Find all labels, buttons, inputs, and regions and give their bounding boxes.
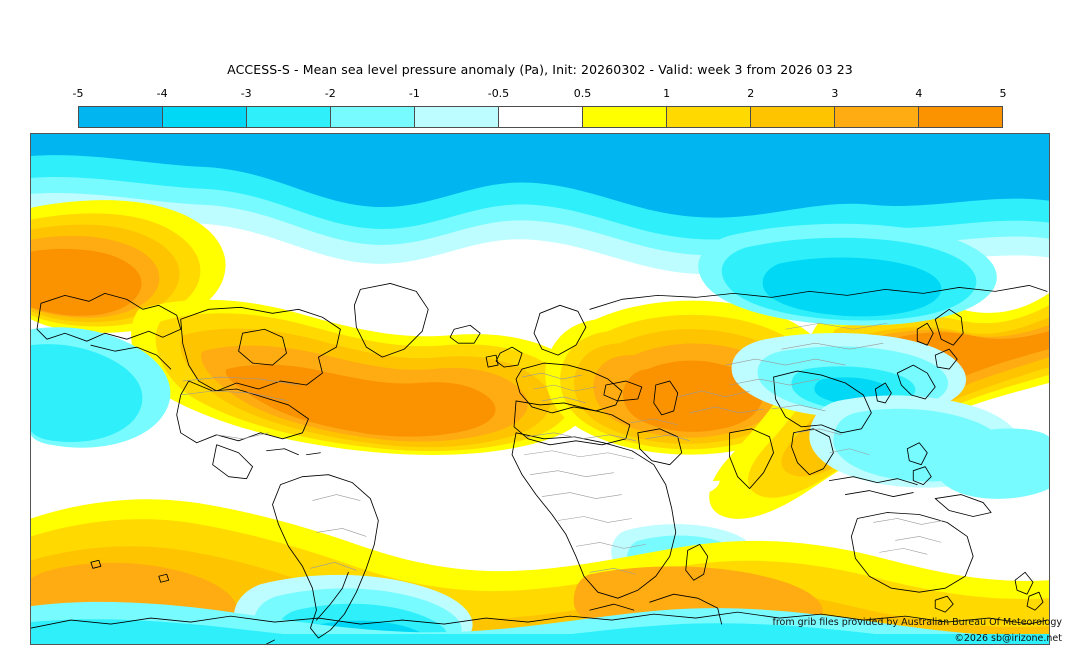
colorbar-segment-pale-cyan [415, 107, 499, 127]
band-neg-coralsea [934, 428, 1049, 499]
colorbar-segments [78, 106, 1003, 128]
copyright-credit: ©2026 sb@irizone.net [954, 633, 1062, 644]
coastlines [31, 282, 1048, 644]
chart-title: ACCESS-S - Mean sea level pressure anoma… [227, 62, 853, 77]
colorbar-tick-2: 2 [747, 87, 755, 100]
colorbar-segment-light-orange [835, 107, 919, 127]
colorbar-tick-4: 4 [915, 87, 923, 100]
source-credit: from grib files provided by Australian B… [772, 617, 1062, 628]
anomaly-field [31, 134, 1049, 644]
band-neutral-africa [525, 489, 694, 523]
map-svg [31, 134, 1049, 644]
colorbar-tick-neg1: -1 [408, 87, 420, 100]
colorbar-tick-neg3: -3 [240, 87, 252, 100]
colorbar-tick-neg2: -2 [324, 87, 336, 100]
colorbar-tick-labels: -5 -4 -3 -2 -1 -0.5 0.5 1 2 3 4 5 [73, 87, 1007, 103]
country-borders [180, 322, 944, 575]
map-panel [30, 133, 1050, 645]
colorbar-segment-golden-yellow [667, 107, 751, 127]
colorbar-tick-neg0p5: -0.5 [487, 87, 510, 100]
colorbar-tick-5: 5 [999, 87, 1007, 100]
colorbar-tick-0p5: 0.5 [573, 87, 592, 100]
colorbar-segment-light-cyan [331, 107, 415, 127]
colorbar-segment-yellow [583, 107, 667, 127]
colorbar-tick-1: 1 [663, 87, 671, 100]
colorbar-tick-neg4: -4 [156, 87, 168, 100]
colorbar-segment-cyan [163, 107, 247, 127]
band-neg-cnpac-2 [31, 344, 143, 443]
band-neg-strong-arctic [31, 134, 1049, 225]
band-neg-antarctic-strip [31, 634, 1049, 644]
colorbar-segment-amber [751, 107, 835, 127]
band-pos-eurasia-core [622, 360, 763, 432]
colorbar-segment-white-neutral [499, 107, 583, 127]
colorbar-tick-3: 3 [831, 87, 839, 100]
colorbar-segment-orange [919, 107, 1002, 127]
band-neg-mid-arctic [31, 155, 1049, 247]
colorbar-tick-neg5: -5 [72, 87, 84, 100]
band-pos-alaska-core [31, 248, 142, 316]
colorbar: -5 -4 -3 -2 -1 -0.5 0.5 1 2 3 4 5 [73, 87, 1007, 128]
band-neg-siberia-core [762, 257, 942, 317]
colorbar-segment-deep-cyan-blue [79, 107, 163, 127]
colorbar-segment-bright-cyan [247, 107, 331, 127]
